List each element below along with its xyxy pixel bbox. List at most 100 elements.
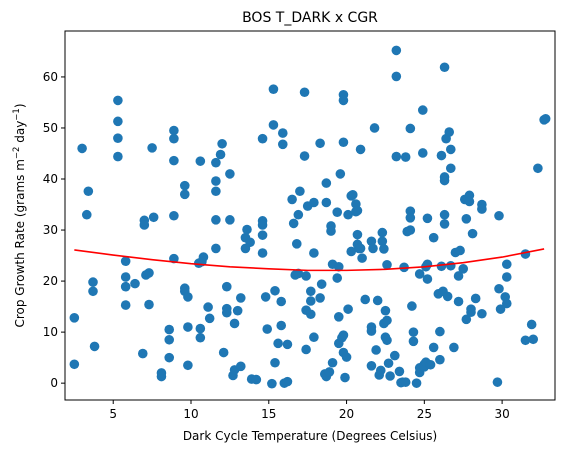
scatter-point (382, 315, 392, 326)
scatter-point (309, 332, 319, 343)
scatter-point (245, 237, 255, 248)
y-axis-ticks: 0 10 20 30 40 50 60 (43, 70, 65, 390)
scatter-point (277, 139, 288, 150)
scatter-point (391, 151, 402, 162)
scatter-point (520, 335, 531, 346)
scatter-point (327, 357, 338, 368)
scatter-point (439, 209, 450, 220)
scatter-point (533, 163, 543, 174)
scatter-point (366, 236, 377, 247)
scatter-point (445, 144, 456, 155)
scatter-point (346, 246, 357, 257)
scatter-point (326, 226, 336, 236)
scatter-point (217, 138, 227, 149)
scatter-point (257, 230, 268, 240)
scatter-point (461, 314, 472, 325)
x-tick-label: 15 (261, 407, 276, 421)
scatter-point (288, 218, 299, 229)
scatter-point (211, 157, 221, 168)
scatter-point (235, 361, 246, 372)
scatter-point (83, 186, 94, 197)
scatter-point (195, 332, 206, 343)
scatter-point (435, 354, 445, 365)
scatter-point (113, 95, 123, 106)
scatter-point (407, 301, 417, 311)
scatter-point (501, 298, 512, 309)
scatter-point (211, 243, 221, 254)
scatter-point (439, 62, 450, 73)
scatter-point (88, 286, 98, 297)
scatter-point (315, 138, 325, 149)
y-tick-label: 30 (43, 223, 58, 237)
scatter-point (277, 128, 288, 138)
scatter-point (464, 196, 475, 207)
scatter-point (198, 252, 209, 262)
y-tick-label: 20 (43, 274, 58, 288)
scatter-point (211, 186, 221, 197)
scatter-point (211, 176, 221, 186)
scatter-point (332, 273, 343, 283)
scatter-point (270, 357, 280, 368)
scatter-point (225, 169, 235, 179)
scatter-point (494, 283, 504, 294)
scatter-point (251, 374, 262, 385)
scatter-point (69, 313, 80, 323)
scatter-point (417, 148, 428, 158)
scatter-point (215, 149, 226, 160)
scatter-point (195, 323, 206, 334)
scatter-point (391, 45, 402, 56)
scatter-point (389, 350, 400, 361)
scatter-point (461, 214, 472, 224)
scatter-point (343, 304, 353, 314)
scatter-point (120, 300, 131, 310)
scatter-point (453, 296, 464, 307)
scatter-point (169, 210, 179, 221)
scatter-point (422, 274, 433, 284)
scatter-point (383, 358, 394, 369)
scatter-point (428, 342, 439, 353)
scatter-point (333, 312, 344, 322)
scatter-point (382, 335, 392, 346)
scatter-point (405, 123, 416, 134)
scatter-point (526, 319, 537, 330)
chart-title: BOS T_DARK x CGR (242, 10, 378, 26)
scatter-point (268, 120, 279, 130)
scatter-point (449, 342, 459, 353)
scatter-point (295, 186, 305, 197)
scatter-point (211, 215, 221, 225)
scatter-point (372, 295, 383, 306)
y-axis-label-middle: day (13, 121, 27, 147)
scatter-point (130, 278, 140, 289)
scatter-point (183, 360, 193, 371)
scatter-point (257, 133, 268, 144)
scatter-point (267, 378, 277, 389)
scatter-point (352, 205, 363, 216)
scatter-point (382, 259, 392, 270)
scatter-point (379, 244, 389, 254)
scatter-point (169, 133, 179, 144)
scatter-point (203, 302, 213, 312)
scatter-point (309, 197, 319, 208)
scatter-point (273, 338, 283, 349)
scatter-point (260, 292, 271, 302)
scatter-point (466, 307, 476, 318)
scatter-point (195, 156, 206, 166)
scatter-point (347, 190, 358, 200)
fit-curve (74, 248, 545, 272)
scatter-point (299, 87, 310, 98)
scatter-point (405, 206, 416, 216)
scatter-point (287, 194, 297, 205)
scatter-point (139, 220, 150, 230)
scatter-point (470, 293, 481, 304)
scatter-point (439, 219, 450, 229)
scatter-point (377, 236, 388, 247)
scatter-point (357, 253, 367, 263)
scatter-point (183, 292, 193, 302)
scatter-points (69, 45, 551, 389)
scatter-point (377, 227, 388, 238)
scatter-point (501, 272, 512, 282)
y-axis-label-exponent-2: −1 (12, 108, 22, 121)
scatter-point (120, 272, 131, 282)
scatter-point (391, 71, 402, 82)
x-tick-label: 10 (183, 407, 198, 421)
